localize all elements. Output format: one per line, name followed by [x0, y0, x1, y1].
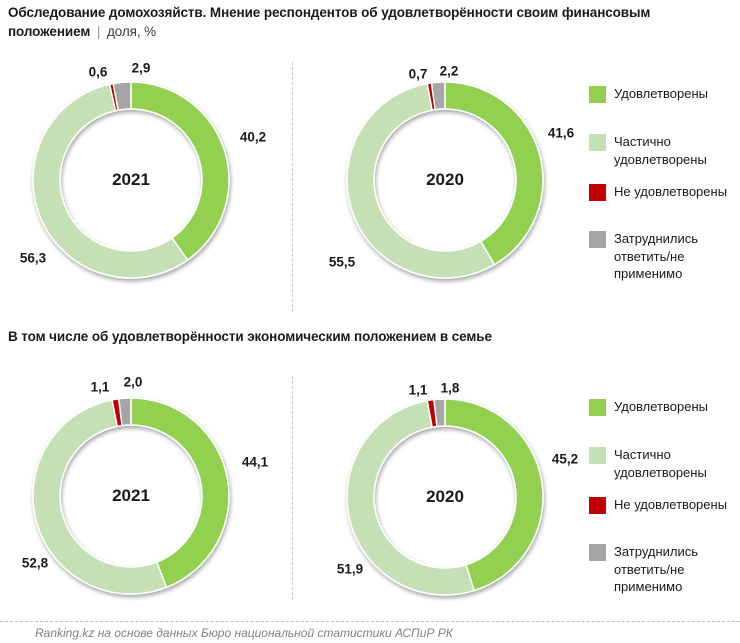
- dashed-vertical-divider: [292, 62, 293, 312]
- segment-satisfied: [130, 81, 230, 261]
- value-label-partially-satisfied: 52,8: [21, 555, 49, 571]
- legend-family: Удовлетворены Частично удовлетворены Не уд…: [589, 368, 739, 618]
- page-title-main: Обследование домохозяйств. Мнение респон…: [8, 5, 651, 40]
- legend-item-satisfied: Удовлетворены: [589, 85, 736, 103]
- chart-year-label: 2021: [112, 486, 150, 505]
- legend-item-not-satisfied: Не удовлетворены: [589, 183, 736, 201]
- donut-chart-family-2020: 2020 45,2 51,9 1,1 1,8: [292, 368, 580, 618]
- value-label-satisfied: 40,2: [239, 129, 267, 145]
- legend-item-partially-satisfied: Частично удовлетворены: [589, 446, 736, 481]
- legend-label: Частично удовлетворены: [614, 447, 707, 480]
- segment-undecided: [433, 398, 446, 428]
- footer-dashed-divider: [0, 621, 740, 622]
- legend-item-satisfied: Удовлетворены: [589, 398, 736, 416]
- segment-partially-satisfied: [32, 83, 189, 279]
- legend-swatch-satisfied: [589, 86, 606, 103]
- value-label-satisfied: 45,2: [551, 451, 579, 467]
- title-unit: доля, %: [106, 24, 157, 40]
- legend-swatch-satisfied: [589, 399, 606, 416]
- segment-satisfied: [444, 81, 544, 266]
- legend-item-partially-satisfied: Частично удовлетворены: [589, 133, 736, 168]
- value-label-partially-satisfied: 55,5: [328, 254, 356, 270]
- value-label-undecided: 2,2: [439, 63, 459, 79]
- legend-label: Частично удовлетворены: [614, 134, 707, 167]
- donut-chart-financial-2021: 2021 40,2 56,3 0,6 2,9: [0, 55, 292, 320]
- dashed-vertical-divider: [292, 376, 293, 600]
- value-label-not-satisfied: 1,1: [408, 382, 428, 398]
- segment-satisfied: [444, 398, 544, 592]
- legend-swatch-undecided: [589, 231, 606, 248]
- section-title-family: В том числе об удовлетворённости экономи…: [8, 329, 492, 344]
- value-label-satisfied: 44,1: [241, 454, 269, 470]
- legend-swatch-not-satisfied: [589, 497, 606, 514]
- chart-year-label: 2020: [426, 170, 464, 189]
- legend-label: Не удовлетворены: [614, 497, 728, 512]
- value-label-not-satisfied: 1,1: [90, 379, 110, 395]
- donut-chart-family-2021: 2021 44,1 52,8 1,1 2,0: [0, 368, 292, 618]
- value-label-undecided: 1,8: [440, 380, 460, 396]
- value-label-not-satisfied: 0,6: [88, 64, 108, 80]
- donut-svg: [32, 397, 230, 595]
- legend-swatch-partially-satisfied: [589, 134, 606, 151]
- donut-svg: [346, 81, 544, 279]
- legend-financial: Удовлетворены Частично удовлетворены Не уд…: [589, 55, 739, 320]
- legend-swatch-not-satisfied: [589, 184, 606, 201]
- title-separator: |: [96, 24, 101, 40]
- value-label-undecided: 2,0: [123, 374, 143, 390]
- chart-year-label: 2021: [112, 170, 150, 189]
- legend-swatch-partially-satisfied: [589, 447, 606, 464]
- legend-label: Затруднились ответить/не применимо: [614, 231, 699, 282]
- legend-item-undecided: Затруднились ответить/не применимо: [589, 230, 736, 283]
- section-financial-position: 2021 40,2 56,3 0,6 2,9 2020 41,6 55,5 0,7 2,2 Уд…: [0, 55, 740, 320]
- legend-label: Затруднились ответить/не применимо: [614, 544, 699, 595]
- legend-item-not-satisfied: Не удовлетворены: [589, 496, 736, 514]
- chart-year-label: 2020: [426, 487, 464, 506]
- page-title: Обследование домохозяйств. Мнение респон…: [8, 3, 708, 41]
- value-label-not-satisfied: 0,7: [408, 66, 428, 82]
- segment-partially-satisfied: [346, 82, 496, 279]
- value-label-satisfied: 41,6: [547, 125, 575, 141]
- legend-label: Не удовлетворены: [614, 184, 728, 199]
- value-label-partially-satisfied: 51,9: [336, 561, 364, 577]
- section-family-position: 2021 44,1 52,8 1,1 2,0 2020 45,2 51,9 1,1 1,8 Уд…: [0, 368, 740, 618]
- segment-undecided: [430, 81, 446, 111]
- segment-undecided: [117, 397, 132, 427]
- value-label-undecided: 2,9: [131, 60, 151, 76]
- donut-svg: [32, 81, 230, 279]
- value-label-partially-satisfied: 56,3: [19, 250, 47, 266]
- legend-swatch-undecided: [589, 544, 606, 561]
- segment-undecided: [112, 81, 132, 111]
- legend-label: Удовлетворены: [614, 399, 708, 414]
- segment-partially-satisfied: [32, 399, 168, 595]
- donut-chart-financial-2020: 2020 41,6 55,5 0,7 2,2: [292, 55, 580, 320]
- source-credit: Ranking.kz на основе данных Бюро национа…: [35, 626, 453, 640]
- legend-label: Удовлетворены: [614, 86, 708, 101]
- donut-svg: [346, 398, 544, 596]
- segment-partially-satisfied: [346, 399, 475, 596]
- legend-item-undecided: Затруднились ответить/не применимо: [589, 543, 736, 596]
